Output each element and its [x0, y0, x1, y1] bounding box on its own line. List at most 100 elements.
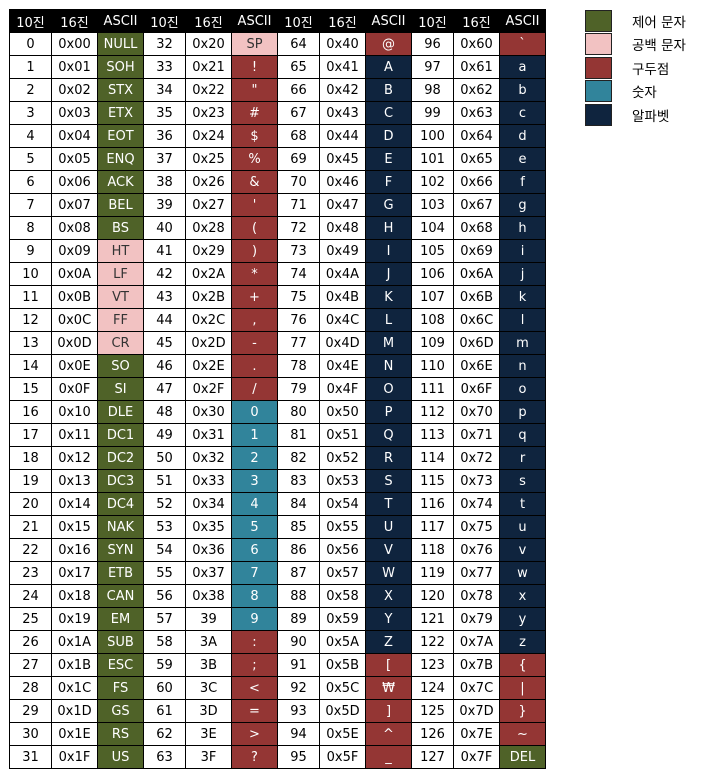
dec-cell: 77 — [277, 331, 320, 355]
hex-cell: 0x44 — [319, 124, 366, 148]
hex-cell: 0x75 — [453, 515, 500, 539]
dec-cell: 112 — [411, 400, 454, 424]
ascii-cell: 3 — [231, 469, 278, 493]
header-hex-1: 16진 — [51, 9, 98, 33]
ascii-cell: SYN — [97, 538, 144, 562]
hex-cell: 0x2C — [185, 308, 232, 332]
hex-cell: 0x5F — [319, 745, 366, 769]
legend-item: 구두점 — [585, 56, 686, 80]
hex-cell: 0x7E — [453, 722, 500, 746]
hex-cell: 0x21 — [185, 55, 232, 79]
hex-cell: 0x65 — [453, 147, 500, 171]
dec-cell: 74 — [277, 262, 320, 286]
hex-cell: 0x64 — [453, 124, 500, 148]
ascii-cell: 9 — [231, 607, 278, 631]
dec-cell: 33 — [143, 55, 186, 79]
ascii-cell: ` — [499, 32, 546, 56]
dec-cell: 96 — [411, 32, 454, 56]
dec-cell: 103 — [411, 193, 454, 217]
ascii-cell: * — [231, 262, 278, 286]
ascii-cell: RS — [97, 722, 144, 746]
dec-cell: 85 — [277, 515, 320, 539]
hex-cell: 3E — [185, 722, 232, 746]
ascii-cell: DEL — [499, 745, 546, 769]
hex-cell: 0x4E — [319, 354, 366, 378]
ascii-cell: { — [499, 653, 546, 677]
ascii-cell: ₩ — [365, 676, 412, 700]
hex-cell: 0x1D — [51, 699, 98, 723]
hex-cell: 0x72 — [453, 446, 500, 470]
hex-cell: 0x7B — [453, 653, 500, 677]
legend-label: 숫자 — [632, 85, 657, 102]
ascii-cell: I — [365, 239, 412, 263]
ascii-cell: : — [231, 630, 278, 654]
table-row: 31 0x1F US 63 3F? 95 0x5F _ 127 0x7F DEL — [9, 745, 546, 769]
dec-cell: 101 — [411, 147, 454, 171]
dec-cell: 28 — [9, 676, 52, 700]
ascii-cell: DC3 — [97, 469, 144, 493]
hex-cell: 0x03 — [51, 101, 98, 125]
hex-cell: 0x45 — [319, 147, 366, 171]
ascii-cell: VT — [97, 285, 144, 309]
header-hex-3: 16진 — [319, 9, 366, 33]
ascii-cell: P — [365, 400, 412, 424]
ascii-cell: @ — [365, 32, 412, 56]
legend-item: 제어 문자 — [585, 9, 686, 33]
hex-cell: 0x07 — [51, 193, 98, 217]
table-row: 5 0x05 ENQ 37 0x25% 69 0x45 E 101 0x65 e — [9, 147, 546, 171]
hex-cell: 0x24 — [185, 124, 232, 148]
dec-cell: 0 — [9, 32, 52, 56]
ascii-cell: w — [499, 561, 546, 585]
hex-cell: 0x18 — [51, 584, 98, 608]
ascii-cell: ENQ — [97, 147, 144, 171]
ascii-cell: + — [231, 285, 278, 309]
table-row: 1 0x01 SOH 33 0x21! 65 0x41 A 97 0x61 a — [9, 55, 546, 79]
table-row: 4 0x04 EOT 36 0x24 $68 0x44 D 100 0x64 d — [9, 124, 546, 148]
dec-cell: 65 — [277, 55, 320, 79]
hex-cell: 0x78 — [453, 584, 500, 608]
table-row: 15 0x0F SI 47 0x2F/79 0x4F O 111 0x6F o — [9, 377, 546, 401]
dec-cell: 5 — [9, 147, 52, 171]
table-row: 26 0x1A SUB 58 3A:90 0x5A Z 122 0x7A z — [9, 630, 546, 654]
legend-label: 제어 문자 — [632, 14, 686, 31]
dec-cell: 11 — [9, 285, 52, 309]
ascii-cell: NAK — [97, 515, 144, 539]
dec-cell: 66 — [277, 78, 320, 102]
ascii-cell: W — [365, 561, 412, 585]
table-row: 12 0x0C FF 44 0x2C, 76 0x4C L 108 0x6C l — [9, 308, 546, 332]
dec-cell: 15 — [9, 377, 52, 401]
dec-cell: 90 — [277, 630, 320, 654]
dec-cell: 71 — [277, 193, 320, 217]
hex-cell: 0x40 — [319, 32, 366, 56]
ascii-cell: A — [365, 55, 412, 79]
ascii-cell: [ — [365, 653, 412, 677]
hex-cell: 0x16 — [51, 538, 98, 562]
ascii-cell: q — [499, 423, 546, 447]
dec-cell: 70 — [277, 170, 320, 194]
header-dec-3: 10진 — [277, 9, 320, 33]
dec-cell: 99 — [411, 101, 454, 125]
hex-cell: 3A — [185, 630, 232, 654]
ascii-cell: ~ — [499, 722, 546, 746]
ascii-cell: ^ — [365, 722, 412, 746]
ascii-cell: t — [499, 492, 546, 516]
hex-cell: 0x71 — [453, 423, 500, 447]
ascii-cell: LF — [97, 262, 144, 286]
hex-cell: 0x1C — [51, 676, 98, 700]
hex-cell: 0x6F — [453, 377, 500, 401]
hex-cell: 0x04 — [51, 124, 98, 148]
ascii-cell: / — [231, 377, 278, 401]
dec-cell: 125 — [411, 699, 454, 723]
dec-cell: 43 — [143, 285, 186, 309]
dec-cell: 34 — [143, 78, 186, 102]
header-hex-4: 16진 — [453, 9, 500, 33]
header-dec-4: 10진 — [411, 9, 454, 33]
ascii-cell: F — [365, 170, 412, 194]
ascii-cell: 4 — [231, 492, 278, 516]
hex-cell: 0x55 — [319, 515, 366, 539]
table-row: 9 0x09 HT 41 0x29) 73 0x49 I 105 0x69 i — [9, 239, 546, 263]
hex-cell: 0x22 — [185, 78, 232, 102]
dec-cell: 83 — [277, 469, 320, 493]
dec-cell: 126 — [411, 722, 454, 746]
hex-cell: 0x26 — [185, 170, 232, 194]
